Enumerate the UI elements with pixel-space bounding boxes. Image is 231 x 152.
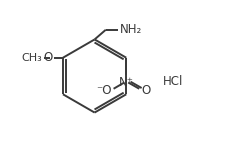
Text: ⁻O: ⁻O	[96, 84, 111, 97]
Text: N⁺: N⁺	[119, 76, 134, 89]
Text: O: O	[43, 51, 52, 64]
Text: CH₃: CH₃	[21, 53, 42, 63]
Text: NH₂: NH₂	[120, 23, 142, 36]
Text: HCl: HCl	[163, 76, 184, 88]
Text: O: O	[141, 84, 150, 97]
